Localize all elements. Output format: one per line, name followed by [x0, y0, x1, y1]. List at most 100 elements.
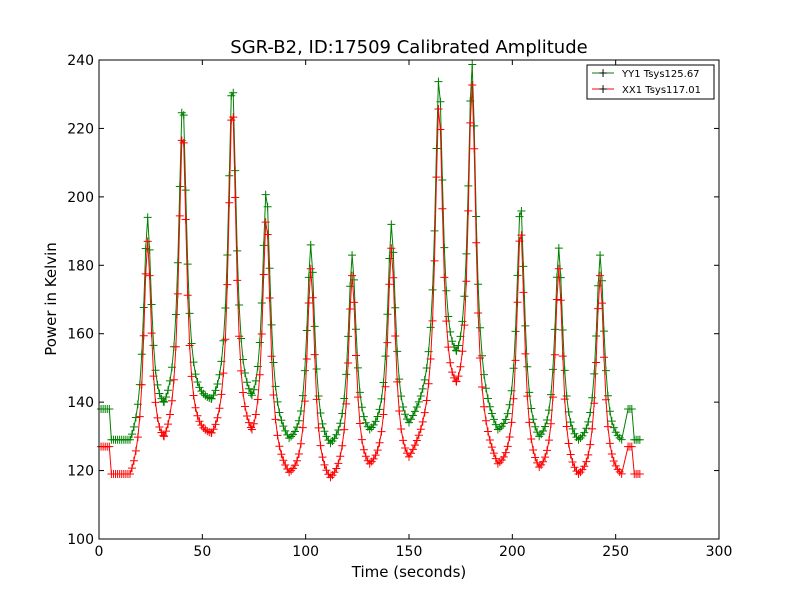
data-point	[412, 436, 421, 445]
data-point	[476, 354, 485, 363]
data-point	[342, 399, 351, 408]
x-tick-label: 150	[396, 544, 423, 560]
data-point	[387, 244, 396, 253]
data-point	[393, 347, 402, 356]
legend: + YY1 Tsys125.67 + XX1 Tsys117.01	[586, 64, 715, 100]
data-point	[225, 198, 234, 207]
data-point	[539, 457, 548, 466]
data-point	[207, 428, 216, 437]
data-point	[611, 461, 620, 470]
data-point	[338, 409, 347, 418]
data-point	[265, 264, 274, 273]
data-point	[310, 350, 319, 359]
data-point	[401, 443, 410, 452]
data-point	[159, 431, 168, 440]
data-point	[365, 459, 374, 468]
data-point	[584, 450, 593, 459]
data-point	[242, 378, 251, 387]
data-point	[474, 308, 483, 317]
data-point	[596, 251, 605, 260]
data-point	[578, 465, 587, 474]
x-tick-label: 50	[193, 544, 211, 560]
data-point	[440, 243, 449, 252]
y-tick-label: 240	[67, 53, 94, 69]
data-point	[155, 423, 164, 432]
data-point	[306, 240, 315, 249]
data-point	[574, 469, 583, 478]
data-point	[548, 365, 557, 374]
data-point	[564, 439, 573, 448]
data-point	[442, 286, 451, 295]
data-point	[460, 292, 469, 301]
data-point	[181, 186, 190, 195]
data-point	[531, 453, 540, 462]
data-point	[348, 251, 357, 260]
data-point	[342, 370, 351, 379]
data-point	[292, 456, 301, 465]
data-point	[231, 166, 240, 175]
data-point	[491, 454, 500, 463]
data-point	[165, 410, 174, 419]
data-point	[318, 419, 327, 428]
data-point	[320, 427, 329, 436]
data-point	[173, 289, 182, 298]
data-point	[277, 450, 286, 459]
data-point	[105, 404, 114, 413]
data-point	[267, 352, 276, 361]
data-point	[418, 384, 427, 393]
data-point	[361, 418, 370, 427]
data-point	[432, 173, 441, 182]
data-point	[353, 363, 362, 372]
data-point	[607, 449, 616, 458]
data-point	[517, 231, 526, 240]
data-point	[523, 392, 532, 401]
data-point	[548, 393, 557, 402]
data-point	[592, 331, 601, 340]
data-point	[586, 440, 595, 449]
data-point	[507, 418, 516, 427]
data-point	[302, 326, 311, 335]
data-point	[351, 325, 360, 334]
data-point	[279, 422, 288, 431]
data-point	[133, 433, 142, 442]
data-point	[472, 238, 481, 247]
data-point	[302, 354, 311, 363]
data-point	[405, 418, 413, 427]
data-point	[283, 465, 292, 474]
data-point	[422, 396, 431, 405]
data-point	[448, 368, 457, 377]
data-point	[426, 323, 435, 332]
data-point	[351, 351, 360, 360]
data-point	[332, 464, 341, 473]
data-point	[379, 378, 388, 387]
data-point	[615, 467, 624, 476]
data-point	[556, 296, 565, 305]
data-point	[129, 456, 138, 465]
data-point	[233, 246, 242, 255]
data-point	[183, 260, 192, 269]
data-point	[478, 383, 487, 392]
data-point	[399, 436, 408, 445]
data-point	[247, 425, 256, 434]
data-point	[438, 204, 447, 213]
data-point	[529, 445, 538, 454]
data-point	[560, 366, 569, 375]
data-point	[183, 291, 192, 300]
data-point	[219, 369, 228, 378]
data-point	[599, 327, 608, 336]
data-point	[493, 459, 502, 468]
data-point	[517, 206, 526, 215]
data-point	[410, 441, 419, 450]
data-point	[195, 383, 204, 392]
data-point	[434, 77, 443, 86]
data-point	[541, 422, 550, 431]
data-point	[137, 380, 146, 389]
data-point	[187, 372, 196, 381]
data-point	[458, 347, 467, 356]
data-point	[373, 412, 382, 421]
data-point	[203, 427, 212, 436]
data-point	[533, 428, 542, 437]
data-point	[267, 320, 276, 329]
data-point	[213, 413, 222, 422]
data-point	[137, 350, 146, 359]
